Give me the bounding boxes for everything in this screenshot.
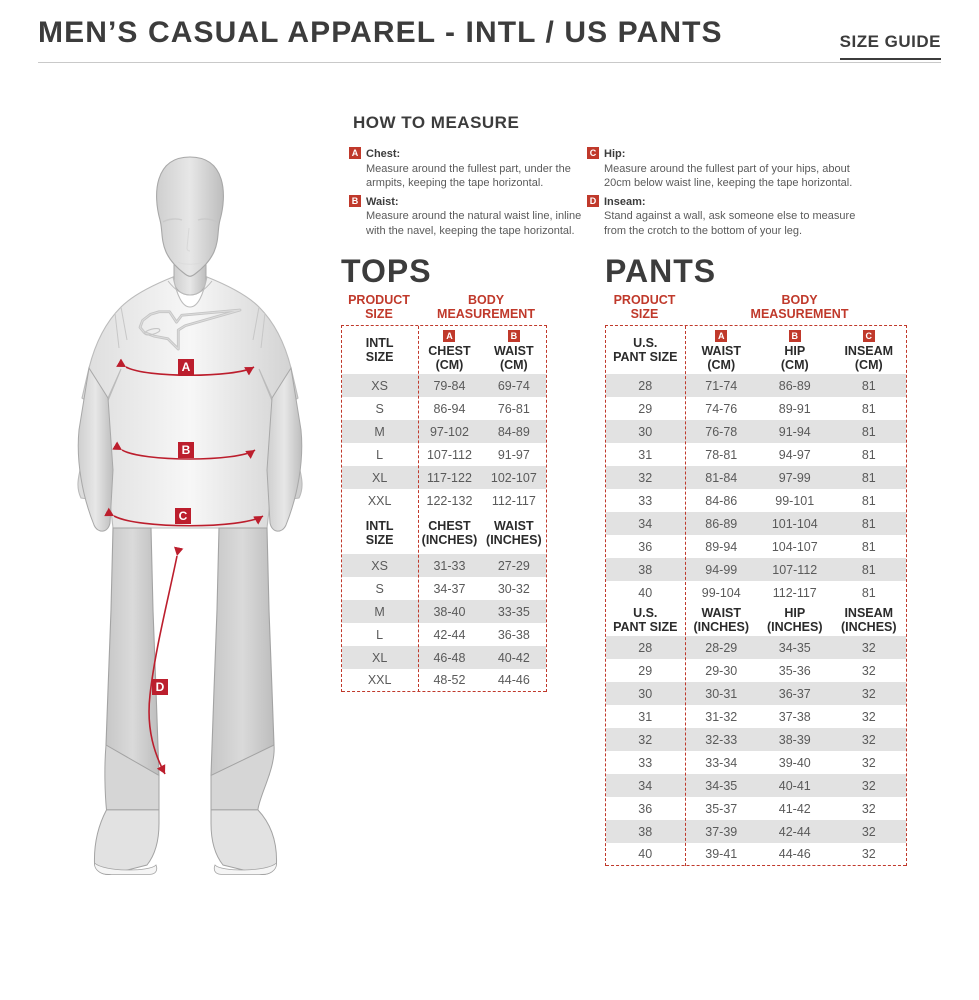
- svg-text:D: D: [156, 680, 165, 694]
- svg-text:A: A: [182, 360, 191, 374]
- svg-text:C: C: [179, 509, 188, 523]
- svg-text:B: B: [182, 443, 191, 457]
